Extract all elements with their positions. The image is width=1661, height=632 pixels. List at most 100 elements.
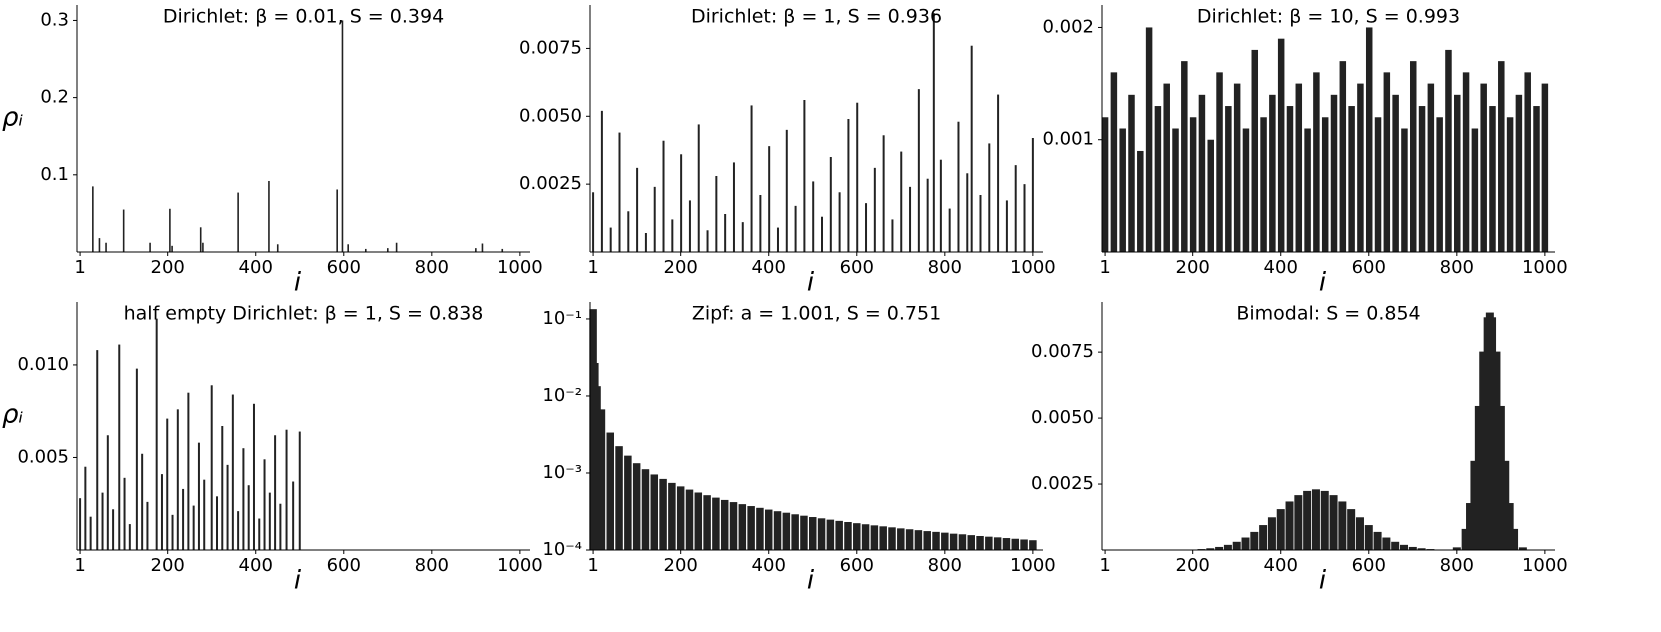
y-axis-label: ρᵢ	[2, 400, 24, 430]
bar	[1286, 106, 1294, 252]
bar	[676, 486, 685, 550]
bar	[1339, 61, 1347, 252]
bar	[395, 242, 398, 252]
bar	[932, 13, 935, 253]
bar	[1373, 531, 1382, 550]
bar	[1488, 317, 1497, 550]
bar	[949, 533, 958, 550]
bar	[597, 409, 606, 550]
bar	[1408, 546, 1417, 550]
bar	[914, 530, 923, 550]
bar	[750, 105, 753, 252]
bar	[166, 418, 169, 550]
bar	[1391, 541, 1400, 550]
bar	[756, 507, 764, 550]
bar	[624, 455, 632, 550]
bar	[1506, 117, 1514, 252]
bar	[706, 230, 709, 252]
bar	[231, 394, 234, 550]
y-tick-label: 0.2	[40, 87, 69, 108]
bar	[171, 514, 174, 550]
bar	[900, 151, 903, 252]
y-tick-label: 0.0050	[519, 105, 582, 126]
bar	[724, 214, 727, 252]
bar	[1418, 106, 1426, 252]
bar	[364, 248, 367, 252]
bar	[1417, 548, 1426, 550]
bar	[1206, 548, 1215, 550]
y-tick-label: 10⁻¹	[542, 308, 582, 329]
bar	[197, 442, 200, 550]
bar	[958, 534, 967, 550]
bar	[729, 502, 738, 550]
x-tick-label: 1000	[497, 257, 543, 278]
bar	[202, 242, 204, 252]
bar	[609, 227, 612, 252]
bar	[1321, 117, 1329, 252]
x-tick-label: 400	[1264, 257, 1298, 278]
bar	[741, 222, 744, 252]
bar	[1401, 128, 1408, 252]
x-tick-label: 600	[327, 555, 361, 576]
bar	[791, 514, 799, 550]
bar	[1392, 94, 1399, 253]
bar	[970, 45, 973, 252]
x-tick-label: 1000	[1522, 555, 1568, 576]
bar	[1014, 165, 1017, 252]
y-tick-label: 0.0050	[1031, 407, 1094, 428]
bar	[221, 426, 224, 550]
bar	[809, 517, 817, 550]
bar	[1498, 61, 1505, 252]
y-tick-label: 0.0075	[519, 37, 582, 58]
y-tick-label: 0.3	[40, 9, 69, 30]
bar	[176, 409, 179, 550]
bar	[1383, 72, 1391, 252]
x-tick-label: 1000	[497, 555, 543, 576]
bar	[1382, 537, 1391, 550]
bar	[192, 505, 195, 550]
x-tick-label: 800	[1440, 555, 1474, 576]
bar	[215, 496, 218, 550]
bar	[160, 474, 163, 550]
bar	[1277, 38, 1285, 252]
bar	[1445, 49, 1452, 253]
panel-title: Dirichlet: β = 0.01, S = 0.394	[163, 6, 444, 28]
bar	[720, 499, 729, 550]
y-tick-label: 0.0075	[1031, 341, 1094, 362]
bar	[939, 159, 942, 252]
bar	[1461, 528, 1470, 550]
bar	[1452, 547, 1461, 550]
bar	[826, 519, 835, 550]
x-tick-label: 600	[1352, 257, 1386, 278]
bar	[821, 216, 824, 252]
bar	[122, 209, 125, 252]
bar	[501, 248, 504, 252]
bar	[1216, 72, 1223, 252]
bar	[997, 94, 1000, 252]
bar	[844, 521, 852, 550]
bar	[1524, 72, 1531, 252]
bar	[105, 242, 107, 252]
bar	[653, 186, 656, 252]
y-tick-label: 10⁻²	[542, 385, 582, 406]
bar	[1357, 83, 1364, 252]
bar	[856, 102, 859, 252]
bar	[1295, 83, 1303, 252]
bar	[1163, 83, 1170, 252]
bar	[1011, 538, 1020, 550]
bar	[897, 528, 905, 550]
bar	[135, 368, 138, 550]
bar	[1347, 509, 1356, 550]
bar	[732, 162, 735, 252]
bar	[1267, 517, 1276, 550]
bar	[659, 478, 667, 550]
bar	[1225, 106, 1232, 252]
x-axis-label: i	[1319, 566, 1327, 596]
x-axis-label: i	[294, 268, 302, 298]
bar	[123, 477, 126, 550]
bar	[1364, 525, 1373, 550]
bar	[274, 435, 277, 550]
bar	[268, 180, 270, 252]
bar	[967, 535, 975, 550]
